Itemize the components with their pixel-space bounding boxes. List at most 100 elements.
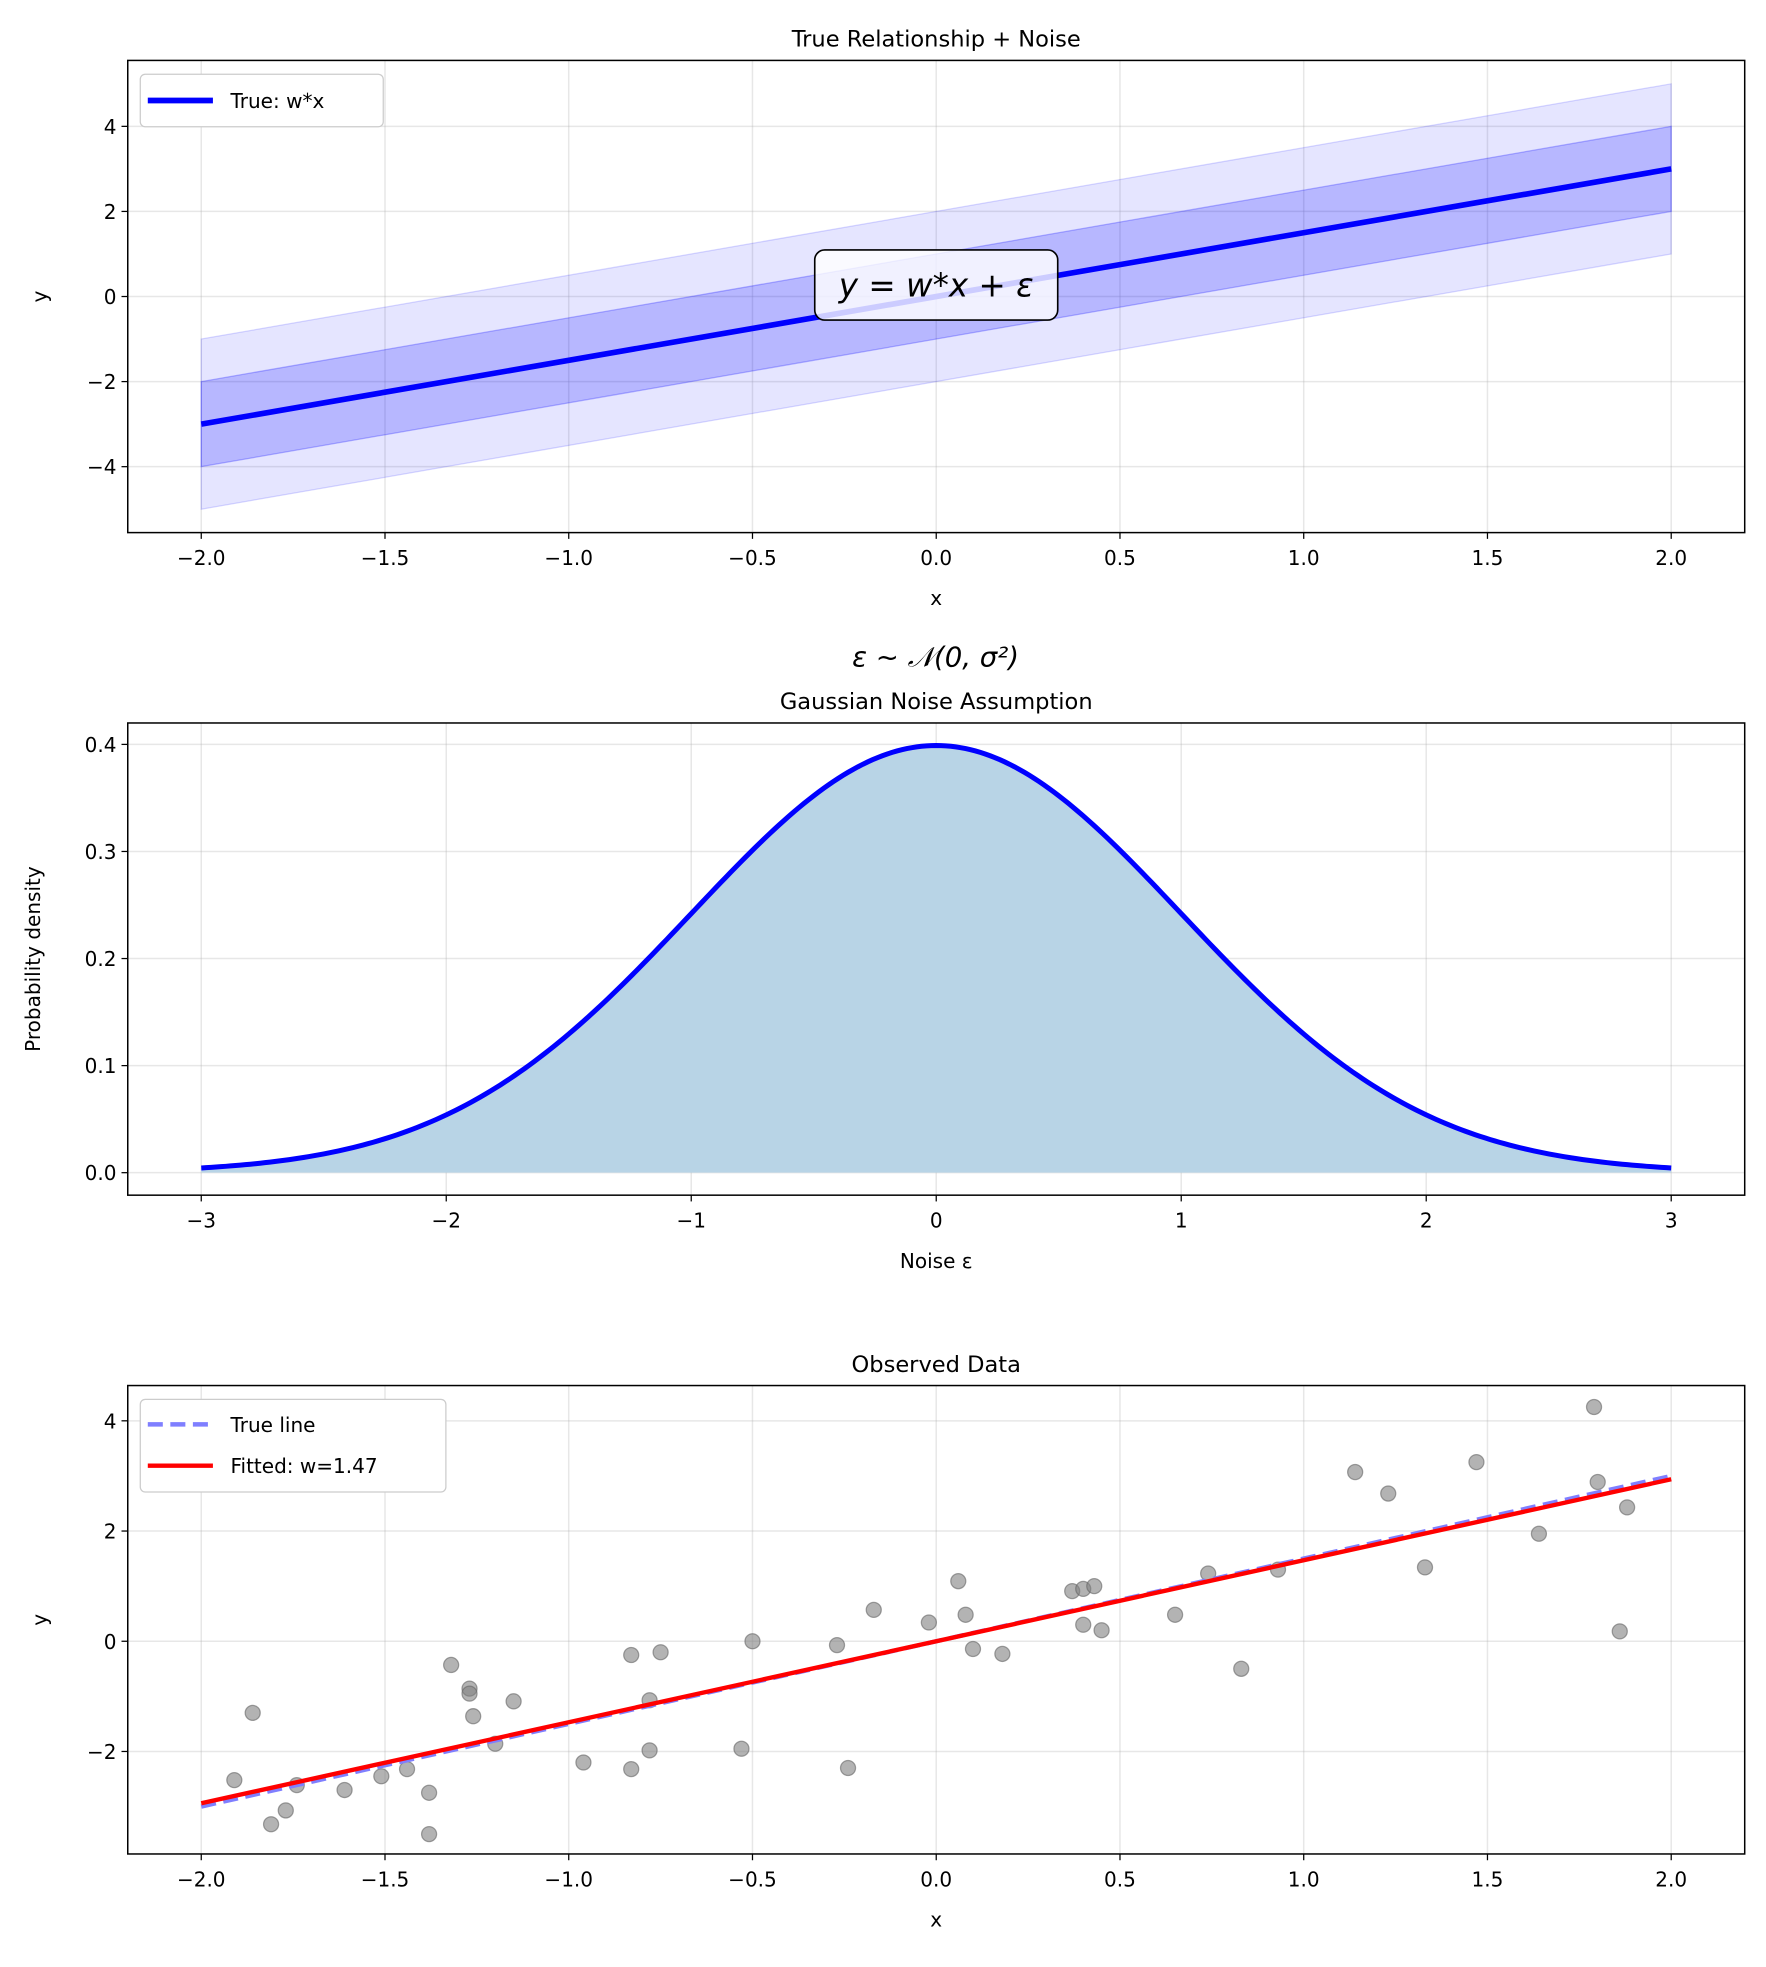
data-point: [828, 1636, 846, 1654]
data-point: [623, 1760, 640, 1778]
y-axis-label: y: [27, 290, 51, 302]
data-point: [420, 1784, 438, 1801]
data-point: [1166, 1606, 1184, 1623]
data-point: [1093, 1622, 1110, 1639]
data-point: [226, 1771, 243, 1789]
y-tick-label: 4: [104, 1409, 117, 1433]
data-point: [1589, 1473, 1606, 1491]
x-tick-label: −1.5: [361, 1868, 410, 1892]
x-tick-label: 2.0: [1655, 1868, 1687, 1892]
axes-frame: [127, 722, 1746, 1196]
y-tick-label: 0: [104, 1630, 117, 1654]
x-tick-label: 0.5: [1104, 546, 1136, 570]
x-tick-label: −2.0: [177, 1868, 226, 1892]
data-point: [865, 1601, 882, 1618]
plot-area: [201, 743, 1672, 1173]
x-tick-label: −0.5: [728, 1868, 777, 1892]
chart-title: Gaussian Noise Assumption: [780, 689, 1093, 715]
chart-subtitle: ε ~ 𝒩(0, σ²): [852, 642, 1019, 674]
x-tick-label: −1.0: [544, 1868, 593, 1892]
panel-1: −2.0 −1.5 −1.0 −0.5 0.0 0.5 1.0 1.5 2.0 −4 −2 0 2 4 y …: [27, 27, 1746, 610]
data-point: [244, 1704, 261, 1722]
data-point: [1416, 1559, 1434, 1576]
data-point: [277, 1802, 294, 1819]
data-point: [262, 1816, 280, 1833]
data-point: [1611, 1623, 1628, 1640]
data-point: [465, 1708, 482, 1725]
y-axis-label: y: [27, 1614, 51, 1626]
axes-frame: [127, 59, 1746, 534]
y-tick-label: −2: [87, 370, 117, 394]
data-point: [575, 1754, 592, 1771]
x-tick-label: 1.0: [1288, 1868, 1320, 1892]
axes-frame: [127, 1384, 1746, 1855]
data-point: [1585, 1398, 1603, 1416]
x-tick-label: −2: [431, 1209, 461, 1233]
legend-label: True line: [229, 1413, 315, 1437]
x-tick-label: 0.0: [920, 546, 952, 570]
x-tick-label: −1.0: [544, 546, 593, 570]
data-point: [839, 1759, 857, 1777]
data-point: [398, 1760, 416, 1778]
data-point: [443, 1656, 460, 1674]
x-tick-label: −1: [676, 1209, 706, 1233]
y-tick-label: 4: [104, 115, 117, 139]
annotation-box: [813, 249, 1059, 321]
x-tick-label: 3: [1665, 1209, 1678, 1233]
x-tick-label: 0.5: [1104, 1868, 1136, 1892]
pdf-curve: [201, 743, 1672, 1171]
legend-label: Fitted: w=1.47: [230, 1454, 377, 1478]
x-axis-label: x: [930, 586, 942, 610]
fitted-line: [200, 1477, 1672, 1806]
x-tick-label: 1.5: [1472, 1868, 1504, 1892]
x-tick-label: 2.0: [1655, 546, 1687, 570]
data-point: [373, 1768, 390, 1785]
data-point: [744, 1633, 761, 1650]
data-point: [652, 1644, 669, 1661]
data-point: [1075, 1616, 1092, 1633]
y-tick-label: 2: [104, 200, 117, 224]
annotation-text: y = w*x + ε: [838, 266, 1034, 304]
data-point: [623, 1646, 640, 1664]
x-tick-label: 2: [1420, 1209, 1433, 1233]
plot-area: [200, 1398, 1672, 1843]
data-point: [1618, 1499, 1636, 1516]
x-tick-label: 1: [1175, 1209, 1188, 1233]
data-point: [1086, 1578, 1103, 1595]
x-tick-label: 0.0: [920, 1868, 952, 1892]
data-point: [1347, 1463, 1364, 1481]
x-axis-label: x: [930, 1908, 942, 1932]
data-point: [641, 1742, 658, 1759]
x-tick-label: 1.5: [1472, 546, 1504, 570]
x-tick-label: −0.5: [728, 546, 777, 570]
data-point: [1233, 1660, 1250, 1677]
y-tick-label: 0.4: [85, 733, 117, 757]
panel-2: −3 −2 −1 0 1 2 3 0.0 0.1 0.2 0.3 0.4 ε ~ 𝒩(0, σ²) Gau…: [21, 642, 1746, 1273]
legend: True: w*x: [139, 73, 384, 128]
data-point: [420, 1825, 438, 1843]
x-tick-label: 1.0: [1288, 546, 1320, 570]
y-tick-label: 0.0: [85, 1161, 117, 1185]
legend: True line Fitted: w=1.47: [139, 1398, 447, 1493]
data-point: [994, 1645, 1011, 1663]
y-axis-label: Probability density: [21, 866, 45, 1052]
chart-title: Observed Data: [852, 1352, 1021, 1378]
data-point: [505, 1693, 522, 1710]
y-tick-label: −2: [87, 1740, 117, 1764]
data-point: [957, 1606, 974, 1623]
x-axis-label: Noise ε: [900, 1249, 973, 1273]
data-point: [336, 1781, 353, 1799]
y-tick-label: 0.1: [85, 1054, 117, 1078]
data-point: [733, 1740, 750, 1757]
y-tick-label: 0.2: [85, 947, 117, 971]
pdf-fill: [201, 745, 1672, 1173]
y-tick-label: 0.3: [85, 840, 117, 864]
legend-label: True: w*x: [229, 89, 324, 113]
x-tick-label: −3: [186, 1209, 216, 1233]
data-point: [461, 1685, 478, 1702]
legend-box: [139, 1398, 447, 1493]
data-point: [964, 1640, 982, 1658]
chart-title: True Relationship + Noise: [791, 27, 1081, 53]
y-tick-label: 2: [104, 1520, 117, 1544]
